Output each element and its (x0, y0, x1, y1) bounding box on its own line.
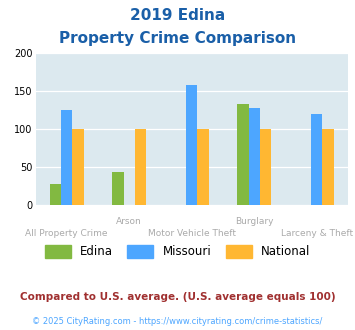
Text: Compared to U.S. average. (U.S. average equals 100): Compared to U.S. average. (U.S. average … (20, 292, 335, 302)
Legend: Edina, Missouri, National: Edina, Missouri, National (45, 245, 310, 258)
Bar (112, 172, 124, 205)
Bar (248, 108, 260, 205)
Bar (61, 110, 72, 205)
Bar (322, 129, 334, 205)
Text: Arson: Arson (116, 217, 142, 226)
Bar (72, 129, 84, 205)
Bar (237, 104, 248, 205)
Bar (197, 129, 209, 205)
Bar (186, 85, 197, 205)
Text: © 2025 CityRating.com - https://www.cityrating.com/crime-statistics/: © 2025 CityRating.com - https://www.city… (32, 317, 323, 326)
Bar (50, 184, 61, 205)
Text: Motor Vehicle Theft: Motor Vehicle Theft (148, 229, 236, 238)
Text: 2019 Edina: 2019 Edina (130, 8, 225, 23)
Bar (311, 114, 322, 205)
Text: All Property Crime: All Property Crime (26, 229, 108, 238)
Text: Property Crime Comparison: Property Crime Comparison (59, 31, 296, 46)
Bar (260, 129, 271, 205)
Bar (135, 129, 146, 205)
Text: Larceny & Theft: Larceny & Theft (280, 229, 353, 238)
Text: Burglary: Burglary (235, 217, 273, 226)
